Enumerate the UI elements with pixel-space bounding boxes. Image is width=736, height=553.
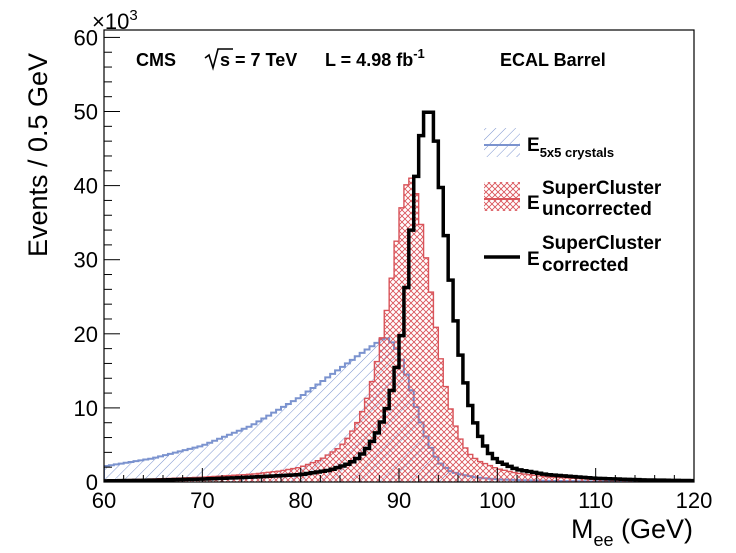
x-tick-label: 120 <box>676 488 713 513</box>
legend-swatch-uncorrected <box>484 182 520 211</box>
y-multiplier: ×103 <box>92 7 138 34</box>
y-tick-label: 60 <box>74 25 98 50</box>
legend-sub-uncorrected: uncorrected <box>542 199 652 220</box>
y-axis: 0 10 20 30 40 50 60 <box>74 25 120 495</box>
legend-entry-uncorrected: E SuperCluster uncorrected <box>484 178 662 220</box>
x-axis-label: Mee (GeV) <box>571 514 693 550</box>
y-axis-label: Events / 0.5 GeV <box>23 53 53 257</box>
y-tick-label: 50 <box>74 100 98 125</box>
x-axis: 60 70 80 90 100 110 120 <box>92 468 713 513</box>
sqrt-symbol <box>204 48 233 71</box>
series-layer <box>104 110 694 482</box>
x-tick-label: 80 <box>288 488 312 513</box>
annotation-experiment: CMS <box>136 50 176 70</box>
legend-label-uncorrected: E <box>527 193 540 214</box>
legend-entry-corrected: E SuperCluster corrected <box>484 233 662 276</box>
x-tick-label: 90 <box>387 488 411 513</box>
annotation-sqrt-s: s = 7 TeV <box>220 50 297 70</box>
legend-entry-crystals: E5x5 crystals <box>484 128 614 160</box>
x-tick-label: 70 <box>190 488 214 513</box>
y-tick-label: 10 <box>74 396 98 421</box>
y-tick-label: 20 <box>74 322 98 347</box>
legend-swatch-crystals <box>484 128 520 157</box>
annotation-lumi: L = 4.98 fb-1 <box>325 46 425 70</box>
x-tick-label: 60 <box>92 488 116 513</box>
annotation-region: ECAL Barrel <box>500 50 606 70</box>
legend-sup-uncorrected: SuperCluster <box>542 178 662 199</box>
legend-label-corrected: E <box>527 249 540 270</box>
legend-label-crystals: E5x5 crystals <box>527 135 614 160</box>
series-uncorrected <box>104 177 694 482</box>
x-tick-label: 110 <box>578 488 613 513</box>
y-tick-label: 30 <box>74 248 98 273</box>
legend: E5x5 crystals E SuperCluster uncorrected… <box>484 128 662 276</box>
y-tick-label: 0 <box>86 470 98 495</box>
x-tick-label: 100 <box>479 488 516 513</box>
legend-sup-corrected: SuperCluster <box>542 233 662 254</box>
legend-sub-corrected: corrected <box>542 255 629 276</box>
y-tick-label: 40 <box>74 174 98 199</box>
